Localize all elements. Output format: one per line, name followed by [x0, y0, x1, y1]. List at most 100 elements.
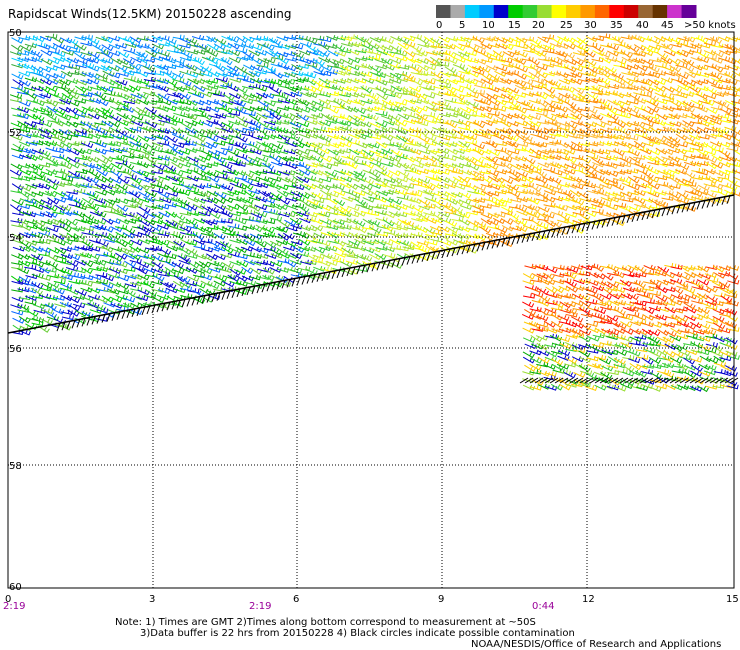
wind-barb — [201, 48, 214, 54]
wind-barb — [18, 260, 31, 267]
wind-barb — [647, 106, 660, 113]
wind-barb — [675, 155, 688, 162]
wind-barb — [171, 161, 184, 169]
wind-barb — [249, 121, 262, 129]
wind-barb — [179, 63, 193, 70]
wind-barb — [632, 70, 646, 77]
wind-barb — [40, 49, 53, 57]
wind-barb — [716, 127, 730, 135]
wind-barb — [634, 202, 647, 209]
wind-barb — [332, 184, 345, 191]
wind-barb — [577, 106, 590, 112]
wind-barb — [341, 189, 354, 195]
wind-barb — [443, 43, 457, 50]
wind-barb — [102, 97, 115, 103]
wind-barb — [626, 168, 639, 174]
wind-barb — [534, 83, 548, 89]
lon-label-12: 12 — [582, 594, 595, 605]
wind-barb — [403, 87, 416, 95]
legend-label-20: 20 — [532, 20, 545, 31]
wind-barb — [389, 58, 402, 65]
wind-barb — [650, 266, 663, 272]
wind-barb — [452, 73, 465, 80]
wind-barb — [705, 79, 718, 86]
legend-swatch — [493, 5, 509, 18]
wind-barb — [80, 142, 94, 149]
wind-barb — [724, 99, 738, 107]
wind-barb — [31, 140, 44, 146]
wind-barb — [45, 86, 58, 93]
wind-barb — [313, 150, 326, 158]
wind-barb — [206, 57, 219, 65]
wind-barb — [579, 156, 592, 164]
wind-barb — [664, 306, 677, 314]
wind-barb — [634, 162, 647, 169]
wind-barb — [129, 136, 142, 144]
wind-barb — [726, 265, 740, 271]
wind-barb — [612, 176, 626, 183]
wind-barb — [151, 98, 164, 104]
wind-barb — [10, 85, 24, 91]
wind-barb — [9, 93, 23, 99]
wind-barb — [684, 315, 697, 322]
wind-barb — [662, 65, 675, 72]
wind-barb — [101, 44, 114, 52]
wind-barb — [11, 73, 24, 80]
wind-barb — [341, 58, 354, 66]
wind-barb — [345, 162, 359, 170]
wind-barb — [66, 189, 79, 195]
wind-barb — [438, 36, 451, 43]
wind-barb — [598, 52, 611, 58]
wind-barb — [75, 238, 88, 245]
wind-barb — [542, 62, 555, 68]
wind-barb — [156, 78, 170, 85]
wind-barb — [676, 51, 689, 58]
wind-barb — [710, 83, 724, 90]
wind-barb — [47, 273, 60, 279]
wind-barb — [570, 316, 584, 323]
wind-barb — [242, 35, 255, 43]
wind-barb — [24, 281, 37, 287]
wind-barb — [641, 63, 654, 69]
wind-barb — [340, 135, 353, 143]
wind-barb — [116, 139, 129, 146]
wind-barb — [424, 64, 437, 71]
wind-barb — [159, 69, 172, 76]
wind-barb — [66, 132, 79, 138]
wind-barb — [416, 58, 430, 65]
wind-barb — [194, 163, 207, 171]
wind-barb — [19, 153, 33, 160]
wind-barb — [586, 188, 600, 195]
wind-barb — [397, 42, 410, 51]
wind-barb — [529, 184, 542, 193]
wind-barb — [415, 92, 428, 100]
wind-barb — [713, 292, 726, 298]
wind-barb — [507, 87, 520, 94]
wind-barb — [543, 100, 556, 108]
wind-barb — [542, 43, 555, 50]
wind-barb — [423, 85, 436, 91]
wind-barb — [298, 107, 311, 113]
wind-barb — [690, 55, 703, 62]
wind-barb — [646, 94, 659, 102]
wind-barb — [208, 113, 221, 119]
wind-barb — [94, 202, 108, 209]
wind-barb — [720, 295, 733, 303]
wind-barb — [663, 142, 676, 149]
wind-barb — [96, 251, 109, 257]
wind-barb — [178, 43, 192, 49]
wind-barb — [319, 260, 332, 267]
wind-barb — [718, 150, 731, 157]
wind-barb — [375, 79, 388, 86]
wind-barb — [612, 184, 625, 191]
wind-barb — [431, 162, 445, 169]
wind-barb — [208, 212, 221, 219]
wind-barb — [705, 295, 718, 303]
wind-barb — [711, 43, 724, 49]
wind-barb — [248, 143, 261, 150]
wind-barb — [473, 121, 486, 129]
wind-barb — [82, 97, 95, 103]
wind-barb — [557, 125, 570, 131]
wind-barb — [453, 36, 466, 42]
wind-barb — [306, 254, 319, 261]
